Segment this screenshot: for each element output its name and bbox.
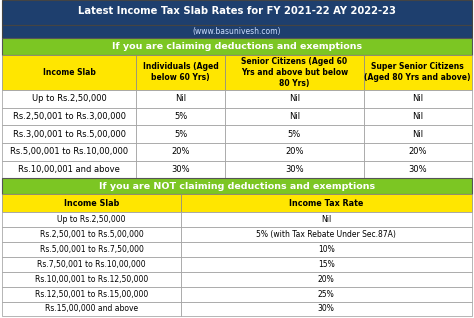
Text: Nil: Nil — [289, 94, 300, 103]
Text: 20%: 20% — [172, 147, 190, 156]
Text: 5%: 5% — [174, 112, 187, 121]
Bar — [181, 301, 472, 316]
Bar — [136, 161, 225, 178]
Text: 30%: 30% — [318, 304, 335, 314]
Bar — [364, 125, 472, 143]
Text: (www.basunivesh.com): (www.basunivesh.com) — [193, 27, 281, 36]
Bar — [2, 55, 136, 90]
Text: Rs.2,50,001 to Rs.5,00,000: Rs.2,50,001 to Rs.5,00,000 — [40, 230, 144, 239]
Bar — [181, 242, 472, 257]
Bar — [136, 90, 225, 108]
Bar — [2, 227, 181, 242]
Text: Up to Rs.2,50,000: Up to Rs.2,50,000 — [32, 94, 107, 103]
Bar — [2, 287, 181, 301]
Text: Rs.12,50,001 to Rs.15,00,000: Rs.12,50,001 to Rs.15,00,000 — [35, 290, 148, 299]
Text: Senior Citizens (Aged 60
Yrs and above but below
80 Yrs): Senior Citizens (Aged 60 Yrs and above b… — [241, 57, 348, 88]
Bar — [2, 212, 181, 227]
Bar — [181, 257, 472, 272]
Bar — [225, 55, 364, 90]
Text: 20%: 20% — [409, 147, 427, 156]
Bar — [225, 143, 364, 161]
Bar — [364, 90, 472, 108]
Text: Rs.10,00,001 and above: Rs.10,00,001 and above — [18, 165, 120, 174]
Bar — [181, 272, 472, 287]
Text: Nil: Nil — [412, 94, 423, 103]
Text: 5%: 5% — [288, 130, 301, 139]
Bar — [181, 227, 472, 242]
Text: Nil: Nil — [412, 112, 423, 121]
Text: 5%: 5% — [174, 130, 187, 139]
Bar — [2, 178, 472, 194]
Text: 10%: 10% — [318, 245, 335, 254]
Text: Rs.2,50,001 to Rs.3,00,000: Rs.2,50,001 to Rs.3,00,000 — [13, 112, 126, 121]
Text: 20%: 20% — [318, 275, 335, 284]
Bar — [136, 108, 225, 125]
Text: 30%: 30% — [285, 165, 304, 174]
Text: Up to Rs.2,50,000: Up to Rs.2,50,000 — [57, 215, 126, 224]
Bar — [364, 161, 472, 178]
Text: Rs.7,50,001 to Rs.10,00,000: Rs.7,50,001 to Rs.10,00,000 — [37, 260, 146, 269]
Bar — [181, 287, 472, 301]
Text: If you are claiming deductions and exemptions: If you are claiming deductions and exemp… — [112, 42, 362, 51]
Bar — [2, 161, 136, 178]
Bar — [225, 90, 364, 108]
Bar — [136, 143, 225, 161]
Bar — [364, 143, 472, 161]
Bar — [2, 90, 136, 108]
Bar — [2, 0, 472, 25]
Text: 30%: 30% — [409, 165, 427, 174]
Bar — [2, 257, 181, 272]
Bar — [2, 38, 472, 55]
Text: 30%: 30% — [172, 165, 190, 174]
Bar — [136, 125, 225, 143]
Bar — [2, 25, 472, 38]
Text: Rs.5,00,001 to Rs.7,50,000: Rs.5,00,001 to Rs.7,50,000 — [40, 245, 144, 254]
Text: 5% (with Tax Rebate Under Sec.87A): 5% (with Tax Rebate Under Sec.87A) — [256, 230, 396, 239]
Bar — [181, 212, 472, 227]
Text: 20%: 20% — [285, 147, 304, 156]
Bar — [364, 108, 472, 125]
Text: Income Slab: Income Slab — [64, 199, 119, 208]
Text: 25%: 25% — [318, 290, 335, 299]
Text: Latest Income Tax Slab Rates for FY 2021-22 AY 2022-23: Latest Income Tax Slab Rates for FY 2021… — [78, 6, 396, 16]
Bar — [2, 194, 181, 212]
Bar — [2, 272, 181, 287]
Bar — [364, 55, 472, 90]
Text: Rs.3,00,001 to Rs.5,00,000: Rs.3,00,001 to Rs.5,00,000 — [13, 130, 126, 139]
Text: Rs.10,00,001 to Rs.12,50,000: Rs.10,00,001 to Rs.12,50,000 — [35, 275, 148, 284]
Bar — [225, 161, 364, 178]
Text: If you are NOT claiming deductions and exemptions: If you are NOT claiming deductions and e… — [99, 182, 375, 191]
Bar — [2, 242, 181, 257]
Bar — [225, 108, 364, 125]
Text: Income Slab: Income Slab — [43, 68, 96, 77]
Bar — [136, 55, 225, 90]
Text: Individuals (Aged
below 60 Yrs): Individuals (Aged below 60 Yrs) — [143, 62, 219, 82]
Text: Nil: Nil — [412, 130, 423, 139]
Bar — [181, 194, 472, 212]
Text: Rs.5,00,001 to Rs.10,00,000: Rs.5,00,001 to Rs.10,00,000 — [10, 147, 128, 156]
Bar — [2, 143, 136, 161]
Text: Super Senior Citizens
(Aged 80 Yrs and above): Super Senior Citizens (Aged 80 Yrs and a… — [365, 62, 471, 82]
Bar — [2, 125, 136, 143]
Bar — [2, 108, 136, 125]
Text: Income Tax Rate: Income Tax Rate — [289, 199, 364, 208]
Bar — [225, 125, 364, 143]
Text: Nil: Nil — [175, 94, 186, 103]
Text: Nil: Nil — [289, 112, 300, 121]
Bar — [2, 301, 181, 316]
Text: Nil: Nil — [321, 215, 331, 224]
Text: 15%: 15% — [318, 260, 335, 269]
Text: Rs.15,00,000 and above: Rs.15,00,000 and above — [45, 304, 138, 314]
